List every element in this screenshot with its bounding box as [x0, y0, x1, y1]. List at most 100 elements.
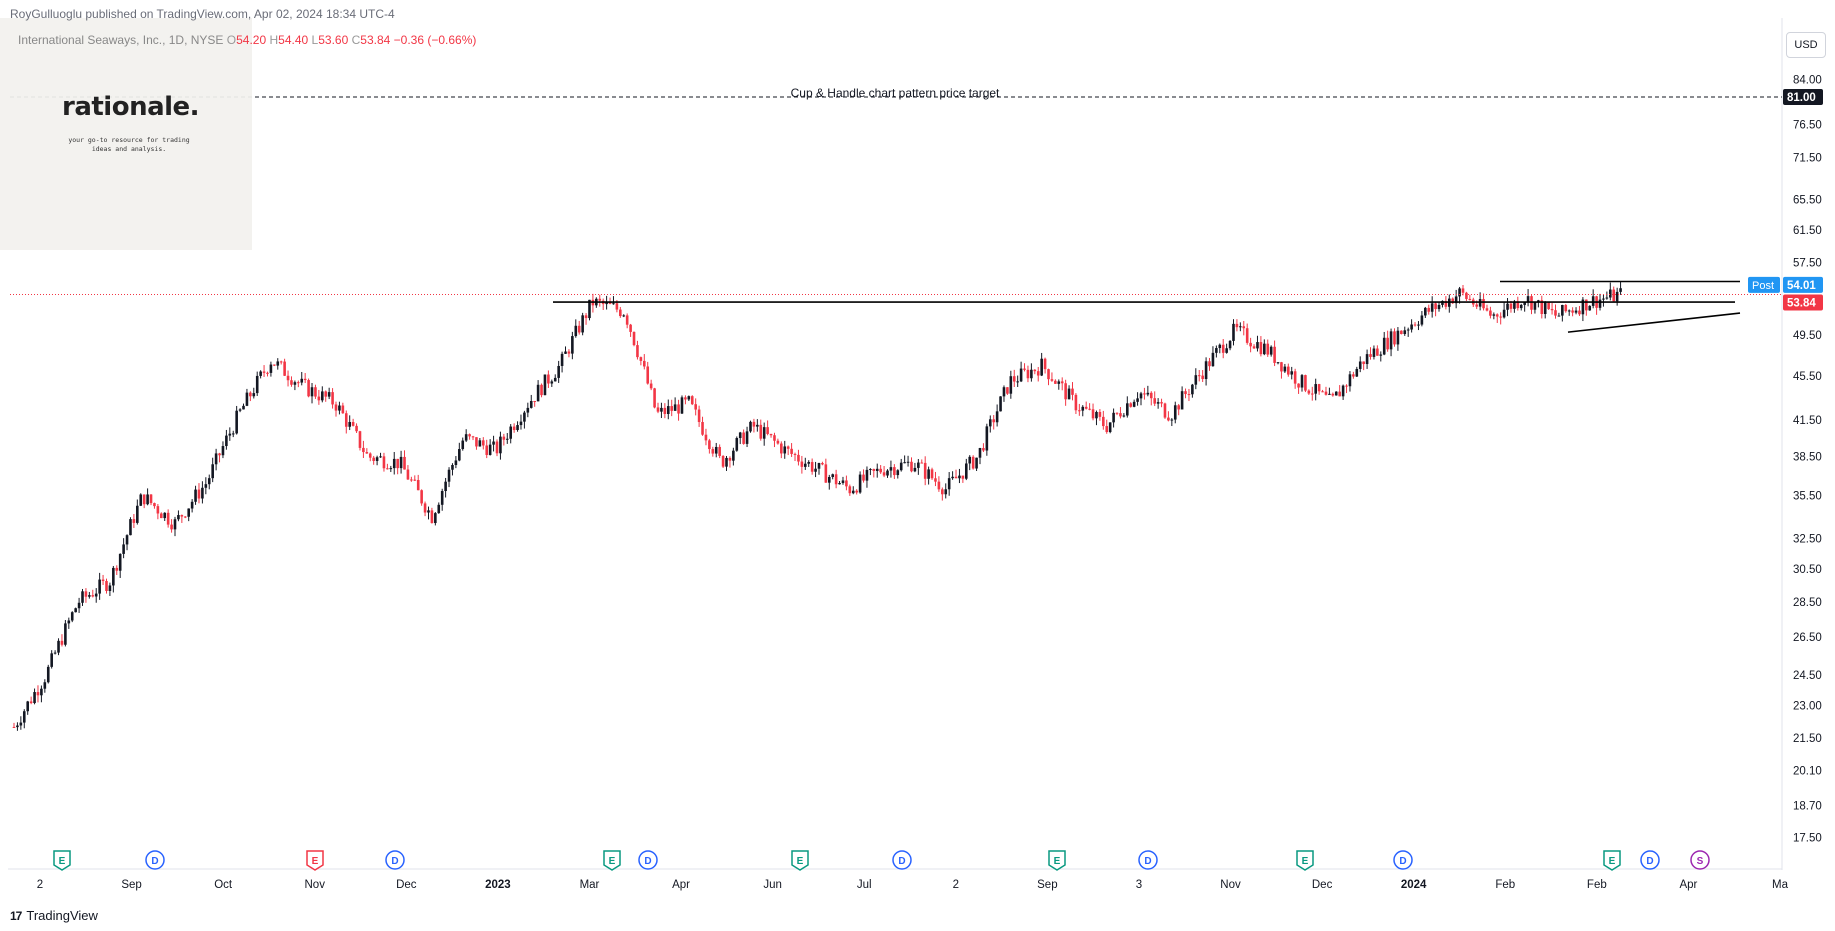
candle-body: [74, 608, 77, 613]
candle-body: [1485, 308, 1489, 311]
candle-body: [29, 701, 33, 704]
candle-body: [701, 422, 704, 435]
time-axis[interactable]: 2 Sep Oct Nov Dec 2023 Mar Apr Jun Jul 2 Sep 3 Nov Dec…: [37, 879, 1789, 891]
candle-body: [266, 372, 269, 374]
tradingview-footer[interactable]: 17 TradingView: [10, 908, 98, 923]
candle-body: [1300, 375, 1304, 388]
candle-body: [1098, 411, 1102, 417]
candle-body: [1533, 302, 1537, 310]
candle-body: [917, 462, 920, 468]
candle-body: [738, 432, 742, 439]
price-axis[interactable]: 84.00 76.50 71.50 65.50 61.50 57.50 49.50 45.50…: [1793, 74, 1822, 844]
high-value: 54.40: [278, 33, 309, 47]
candle-body: [526, 407, 530, 413]
candle-body: [1095, 411, 1098, 419]
candle-body: [1403, 330, 1407, 335]
candle-body: [1516, 301, 1520, 309]
candle-body: [560, 353, 564, 366]
candle-body: [344, 413, 348, 427]
candle-body: [19, 722, 23, 726]
candle-body: [639, 357, 643, 361]
candle-body: [1030, 369, 1033, 379]
candle-body: [159, 513, 163, 519]
candle-body: [1201, 375, 1204, 380]
candle-body: [416, 479, 420, 491]
y-tick-label: 24.50: [1793, 670, 1822, 682]
candle-body: [1561, 304, 1564, 316]
y-tick-label: 41.50: [1793, 415, 1822, 427]
candle-body: [629, 324, 632, 332]
candle-body: [1591, 296, 1595, 306]
logo-watermark: [0, 18, 252, 250]
candle-body: [269, 364, 273, 373]
candle-body: [821, 463, 824, 465]
candle-body: [992, 419, 996, 423]
candle-body: [1393, 331, 1396, 345]
candle-body: [642, 360, 646, 367]
candle-body: [60, 640, 64, 645]
candle-body: [1245, 328, 1249, 343]
candle-body: [94, 593, 98, 597]
candle-body: [1506, 303, 1509, 310]
candle-body: [1382, 337, 1386, 355]
candle-body: [721, 455, 725, 467]
candle-body: [1355, 368, 1359, 377]
candle-body: [139, 494, 143, 506]
candle-body: [163, 512, 167, 519]
candle-body: [1310, 393, 1314, 395]
candle-body: [389, 468, 393, 470]
candle-body: [180, 515, 184, 517]
last-price-value: 53.84: [1787, 297, 1816, 309]
candle-body: [458, 449, 461, 461]
candle-body: [410, 479, 413, 481]
split-marker-icon: [1690, 850, 1710, 870]
candle-body: [16, 725, 19, 728]
post-session-label: Post: [1752, 280, 1774, 292]
candle-body: [112, 567, 115, 586]
candle-body: [971, 456, 975, 469]
candle-body: [255, 375, 259, 394]
candle-body: [1173, 405, 1177, 420]
candle-body: [814, 468, 817, 472]
candle-body: [1379, 354, 1383, 356]
candle-body: [711, 449, 715, 454]
dividend-marker-icon: [385, 850, 405, 870]
candle-body: [1266, 343, 1270, 355]
candle-body: [1235, 323, 1239, 328]
post-price-value: 54.01: [1787, 280, 1816, 292]
event-marker-label: E: [59, 856, 66, 867]
candle-body: [225, 435, 228, 447]
post-session-tag: [1748, 276, 1780, 293]
y-tick-label: 49.50: [1793, 330, 1822, 342]
candle-body: [1125, 403, 1129, 416]
candle-body: [177, 515, 180, 520]
candle-body: [1071, 388, 1074, 395]
candle-body: [118, 553, 122, 571]
candle-body: [1177, 405, 1180, 410]
candle-body: [988, 419, 992, 427]
candle-body: [1006, 387, 1009, 394]
candle-body: [488, 444, 492, 455]
x-tick-label: Dec: [396, 879, 417, 891]
candle-body: [776, 440, 780, 444]
candle-body: [348, 422, 352, 427]
x-tick-label: Sep: [121, 879, 141, 891]
candle-body: [677, 404, 680, 414]
candle-body: [276, 361, 280, 366]
candle-body: [1016, 381, 1019, 383]
earnings-marker-icon: [1296, 850, 1314, 871]
candle-body: [1273, 346, 1276, 363]
candle-body: [1249, 342, 1252, 347]
candle-body: [1163, 403, 1167, 418]
candle-body: [183, 516, 187, 518]
candle-body: [1526, 296, 1530, 303]
candle-body: [1619, 288, 1622, 292]
candle-body: [975, 457, 978, 469]
candle-body: [57, 640, 60, 653]
currency-button[interactable]: USD: [1786, 32, 1826, 58]
candle-body: [379, 456, 382, 458]
event-marker-label: E: [1302, 856, 1309, 867]
candle-body: [214, 453, 218, 465]
y-tick-label: 45.50: [1793, 371, 1822, 383]
